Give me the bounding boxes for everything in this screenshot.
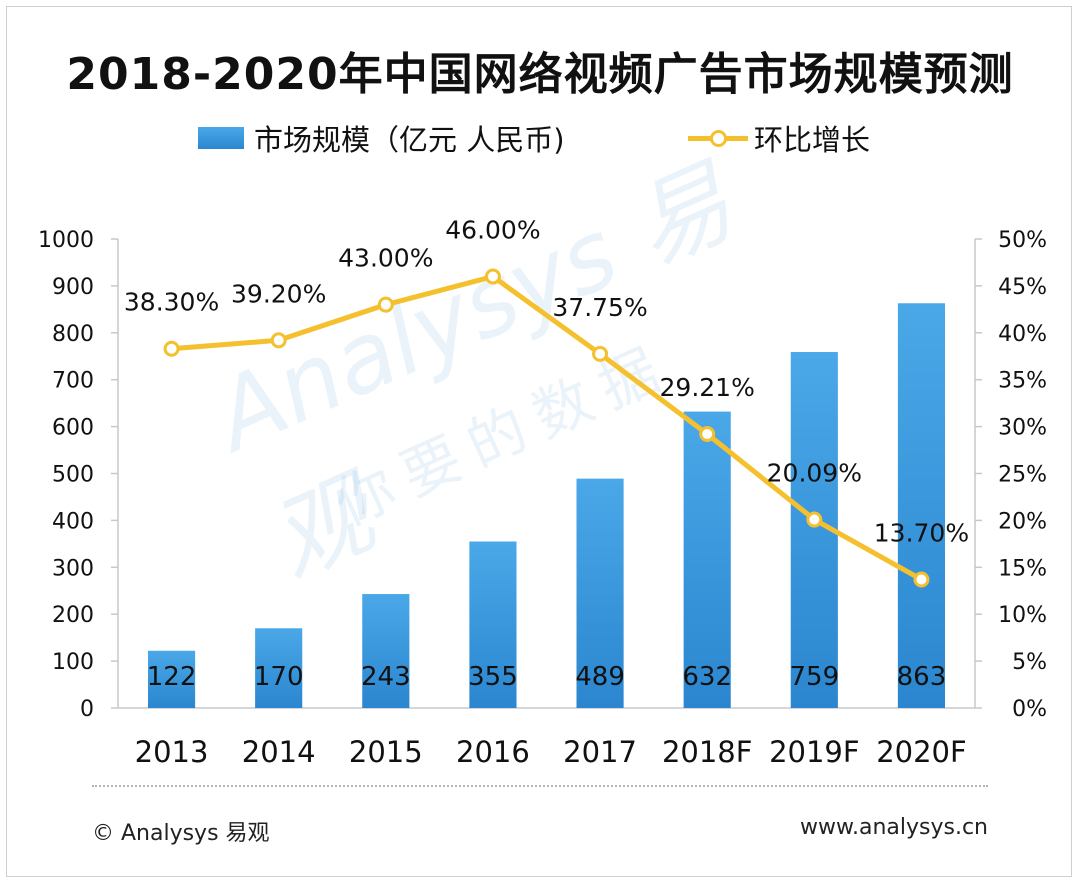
bar [576, 478, 624, 708]
bar-value-label: 243 [361, 662, 411, 692]
y-left-tick-label: 200 [52, 603, 94, 628]
y-left-tick-label: 400 [52, 509, 94, 534]
legend-bar-swatch [198, 127, 244, 149]
y-left-tick-label: 900 [52, 275, 94, 300]
legend-line-swatch [688, 127, 748, 149]
growth-value-label: 20.09% [767, 459, 862, 488]
x-tick-label: 2017 [563, 735, 637, 769]
y-right-tick-label: 50% [998, 228, 1047, 253]
x-tick-label: 2014 [242, 735, 316, 769]
chart-title: 2018-2020年中国网络视频广告市场规模预测 [66, 49, 1014, 100]
chart-frame [6, 6, 1072, 877]
growth-value-label: 39.20% [231, 279, 326, 308]
y-left-tick-label: 500 [52, 463, 94, 488]
growth-point [913, 571, 930, 588]
bar-value-label: 170 [254, 662, 304, 692]
bar-value-label: 355 [468, 662, 518, 692]
growth-value-label: 37.75% [552, 293, 647, 322]
bar [897, 303, 946, 708]
growth-line [171, 274, 923, 582]
growth-point [163, 340, 180, 357]
y-right-tick-label: 40% [998, 322, 1047, 347]
bar-value-label: 632 [682, 662, 732, 692]
y-right-tick-label: 35% [998, 369, 1047, 394]
bar-value-label: 489 [575, 662, 625, 692]
y-right-tick-label: 5% [1012, 650, 1047, 675]
growth-value-label: 46.00% [445, 216, 540, 245]
footer-divider [92, 785, 988, 787]
y-right-tick-label: 20% [998, 509, 1047, 534]
growth-point [270, 332, 287, 349]
y-right-tick-label: 30% [998, 416, 1047, 441]
legend-line-label: 环比增长 [754, 123, 871, 157]
y-left-tick-label: 100 [52, 650, 94, 675]
growth-value-label: 38.30% [124, 288, 219, 317]
bar [147, 650, 196, 708]
x-tick-label: 2019F [769, 735, 859, 769]
y-left-tick-label: 1000 [38, 228, 94, 253]
x-tick-label: 2020F [876, 735, 966, 769]
y-right-tick-label: 10% [998, 603, 1047, 628]
growth-value-label: 13.70% [874, 518, 969, 547]
bar [469, 541, 517, 708]
growth-point [806, 511, 823, 528]
bar [362, 594, 410, 708]
growth-value-label: 29.21% [660, 373, 755, 402]
bar-value-label: 863 [897, 662, 947, 692]
growth-point [377, 296, 394, 313]
legend-bar-label: 市场规模（亿元 人民币) [254, 123, 565, 157]
bar [255, 628, 303, 708]
bar-value-label: 122 [147, 662, 197, 692]
x-tick-label: 2015 [349, 735, 423, 769]
footer-website: www.analysys.cn [800, 815, 988, 840]
x-tick-label: 2013 [135, 735, 209, 769]
growth-point [592, 345, 609, 362]
y-right-tick-label: 25% [998, 463, 1047, 488]
y-left-tick-label: 700 [52, 369, 94, 394]
growth-value-label: 43.00% [338, 244, 433, 273]
bar [683, 411, 731, 708]
y-left-tick-label: 600 [52, 416, 94, 441]
y-right-tick-label: 45% [998, 275, 1047, 300]
growth-point [699, 426, 716, 443]
y-right-tick-label: 15% [998, 556, 1047, 581]
x-tick-label: 2018F [662, 735, 752, 769]
legend-item-market-size: 市场规模（亿元 人民币) [198, 118, 565, 158]
y-right-tick-label: 0% [1012, 697, 1047, 722]
footer-copyright: © Analysys 易观 [92, 821, 270, 846]
growth-point [484, 268, 501, 285]
y-left-tick-label: 300 [52, 556, 94, 581]
y-left-tick-label: 800 [52, 322, 94, 347]
bar-value-label: 759 [789, 662, 839, 692]
y-left-tick-label: 0 [80, 697, 94, 722]
legend-item-growth: 环比增长 [688, 118, 870, 158]
x-tick-label: 2016 [456, 735, 530, 769]
